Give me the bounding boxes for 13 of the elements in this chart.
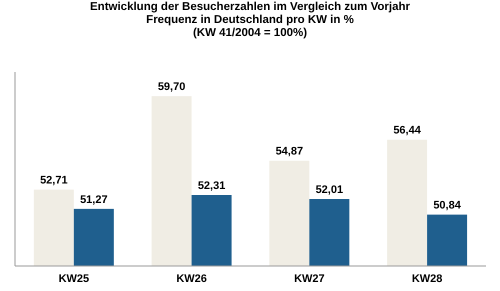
x-tick-label: KW27 — [294, 272, 325, 285]
data-label: 59,70 — [158, 81, 186, 94]
x-tick-label: KW26 — [176, 272, 207, 285]
x-tick-label: KW25 — [58, 272, 90, 285]
data-label: 50,84 — [433, 200, 462, 212]
data-label: 51,27 — [80, 194, 108, 206]
data-label: 52,01 — [316, 184, 344, 196]
data-label: 54,87 — [276, 146, 304, 158]
chart-title: Entwicklung der Besucherzahlen im Vergleich zum Vorjahr Frequenz in Deutschland pro KW in % (KW 41/2004 = 100%) — [89, 1, 411, 40]
data-label: 56,44 — [393, 124, 422, 137]
data-label: 52,71 — [40, 174, 68, 187]
x-tick-label: KW28 — [412, 272, 442, 285]
data-label: 52,31 — [198, 180, 226, 192]
